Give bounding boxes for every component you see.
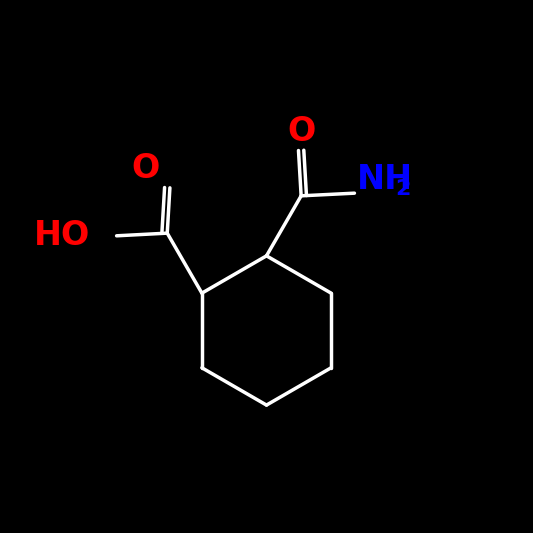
Text: HO: HO (34, 219, 90, 252)
Text: NH: NH (357, 163, 413, 196)
Text: 2: 2 (395, 179, 411, 199)
Text: O: O (287, 115, 316, 148)
Text: O: O (132, 152, 160, 185)
